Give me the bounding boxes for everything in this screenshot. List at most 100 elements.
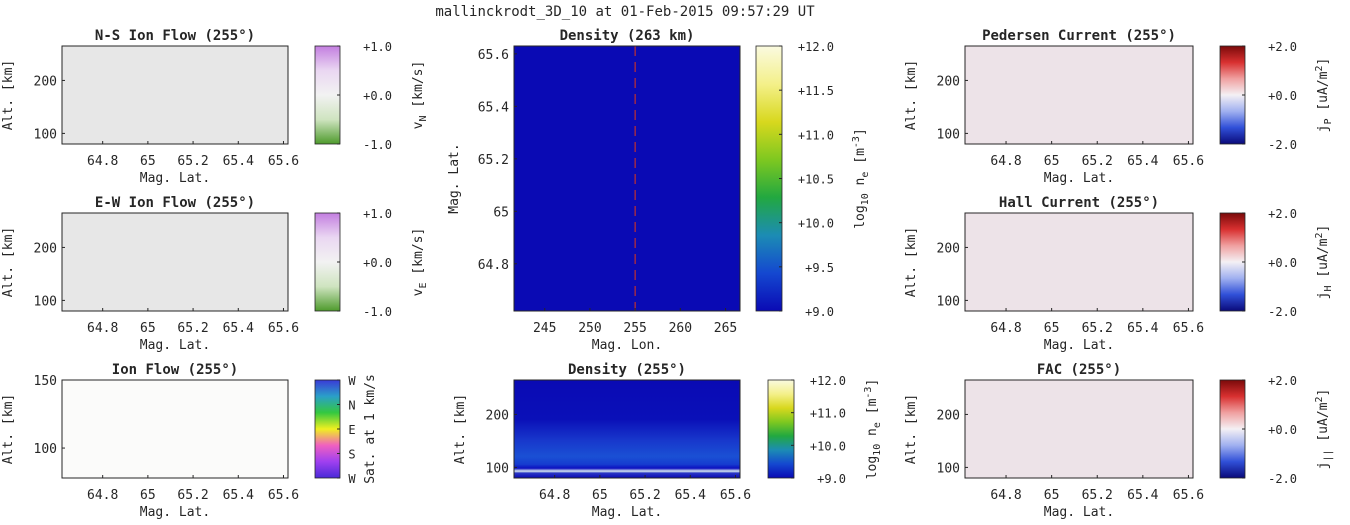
- colorbar-label: Sat. at 1 km/s: [363, 374, 378, 484]
- x-axis-label: Mag. Lat.: [140, 505, 210, 520]
- x-tick-label: 260: [669, 321, 692, 336]
- colorbar-label-part: v: [411, 121, 426, 129]
- x-tick-label: 65.2: [1082, 154, 1113, 169]
- colorbar-label-part: n: [853, 178, 868, 194]
- colorbar: [1219, 45, 1246, 145]
- colorbar-label-part: ]: [1316, 58, 1331, 66]
- x-tick-label: 65.4: [1127, 488, 1158, 503]
- x-tick-label: 65.4: [223, 321, 254, 336]
- x-tick-label: 65.6: [268, 321, 299, 336]
- axes-box: [61, 379, 289, 479]
- x-tick-label: 65.4: [223, 488, 254, 503]
- colorbar: [314, 212, 341, 312]
- colorbar-tick-label: +0.0: [1268, 89, 1297, 103]
- colorbar-tick-label: +0.0: [1268, 423, 1297, 437]
- colorbar: [314, 45, 341, 145]
- colorbar-label-part: j: [1316, 462, 1331, 470]
- colorbar-label-part: [uA/m: [1316, 71, 1331, 118]
- x-tick-label: 65.2: [1082, 321, 1113, 336]
- colorbar-tick-label: -2.0: [1268, 138, 1297, 152]
- colorbar-tick-label: +11.0: [810, 407, 846, 421]
- x-tick-label: 64.8: [87, 154, 118, 169]
- colorbar-label-part: ]: [865, 379, 880, 387]
- colorbar-label-part: 2: [1314, 65, 1325, 71]
- x-tick-label: 65.4: [223, 154, 254, 169]
- x-tick-label: 245: [533, 321, 556, 336]
- colorbar-label-part: ||: [1323, 449, 1334, 461]
- y-tick-label: 100: [486, 461, 509, 476]
- colorbar-label-part: -3: [851, 136, 862, 148]
- colorbar-label-part: v: [411, 288, 426, 296]
- y-tick-label: 65.4: [478, 100, 509, 115]
- x-tick-label: 65.2: [177, 154, 208, 169]
- x-axis-label: Mag. Lat.: [140, 338, 210, 353]
- panel-title: N-S Ion Flow (255°): [95, 28, 255, 44]
- x-tick-label: 65: [140, 321, 156, 336]
- x-tick-label: 65.2: [177, 488, 208, 503]
- x-axis-label: Mag. Lat.: [592, 505, 662, 520]
- colorbar: [767, 379, 795, 479]
- colorbar-label-part: 2: [1314, 232, 1325, 238]
- x-axis-label: Mag. Lat.: [1044, 171, 1114, 186]
- x-tick-label: 64.8: [990, 154, 1021, 169]
- colorbar-label-part: 10: [860, 193, 871, 205]
- colorbar-label: jH [uA/m2]: [1314, 225, 1334, 300]
- y-tick-label: 100: [937, 461, 960, 476]
- colorbar-tick-label: +0.0: [363, 89, 392, 103]
- y-tick-label: 65.2: [478, 153, 509, 168]
- colorbar-tick-label: W: [348, 472, 356, 486]
- colorbar-tick-label: +9.5: [805, 261, 834, 275]
- colorbar-tick-label: -1.0: [363, 305, 392, 319]
- colorbar-tick-label: +1.0: [363, 40, 392, 54]
- colorbar-label: j|| [uA/m2]: [1314, 389, 1334, 470]
- panel-ion-flow: 64.8 65 65.2 65.4 65.6 100 150 Ion Flow (255°) M…: [1, 362, 378, 520]
- colorbar-tick-label: +10.0: [798, 217, 834, 231]
- colorbar-label-part: [uA/m: [1316, 402, 1331, 449]
- y-axis-label: Mag. Lat.: [447, 143, 462, 213]
- y-axis-label: Alt. [km]: [904, 394, 919, 464]
- plot-area: [62, 213, 288, 311]
- colorbar-label-part: e: [872, 422, 883, 428]
- y-axis-label: Alt. [km]: [904, 60, 919, 130]
- x-tick-label: 65.4: [1127, 321, 1158, 336]
- panel-density-alt: 64.8 65 65.2 65.4 65.6 100 200 Density (255°) Ma…: [453, 362, 883, 520]
- colorbar-tick-label: S: [348, 448, 355, 462]
- panel-title: E-W Ion Flow (255°): [95, 195, 255, 211]
- colorbar-tick-label: +12.0: [810, 374, 846, 388]
- x-tick-label: 65.6: [1173, 488, 1204, 503]
- x-tick-label: 65: [1044, 154, 1060, 169]
- y-tick-label: 200: [937, 408, 960, 423]
- plot-area: [62, 46, 288, 144]
- colorbar: [1219, 379, 1246, 479]
- colorbar-label-part: 2: [1314, 396, 1325, 402]
- x-tick-label: 65.6: [1173, 154, 1204, 169]
- colorbar-label-part: e: [860, 172, 871, 178]
- x-axis-label: Mag. Lat.: [1044, 505, 1114, 520]
- colorbar-tick-label: N: [348, 399, 355, 413]
- x-tick-label: 64.8: [87, 488, 118, 503]
- colorbar-tick-label: +9.0: [817, 472, 846, 486]
- density-profile: [514, 380, 740, 478]
- panel-ew-flow: 64.8 65 65.2 65.4 65.6 100 200 E-W Ion Flow (25…: [1, 195, 429, 353]
- y-axis-label: Alt. [km]: [904, 227, 919, 297]
- x-tick-label: 65: [1044, 488, 1060, 503]
- x-tick-label: 65.2: [629, 488, 660, 503]
- x-tick-label: 65: [140, 154, 156, 169]
- colorbar-tick-label: -1.0: [363, 138, 392, 152]
- colorbar-tick-label: +11.0: [798, 128, 834, 142]
- x-tick-label: 65.6: [268, 488, 299, 503]
- axes-box: [513, 45, 741, 312]
- colorbar: [314, 379, 341, 479]
- colorbar-tick-label: +12.0: [798, 40, 834, 54]
- colorbar-label-part: [km/s]: [411, 61, 426, 116]
- plot-area: [965, 380, 1193, 478]
- colorbar-label-part: E: [418, 282, 429, 288]
- plot-area: [62, 380, 288, 478]
- y-tick-label: 200: [937, 241, 960, 256]
- y-axis-label: Alt. [km]: [1, 394, 16, 464]
- panel-title: Density (263 km): [560, 28, 695, 44]
- axes-box: [61, 212, 289, 312]
- colorbar-tick-label: +0.0: [1268, 256, 1297, 270]
- colorbar-label-part: ]: [853, 128, 868, 136]
